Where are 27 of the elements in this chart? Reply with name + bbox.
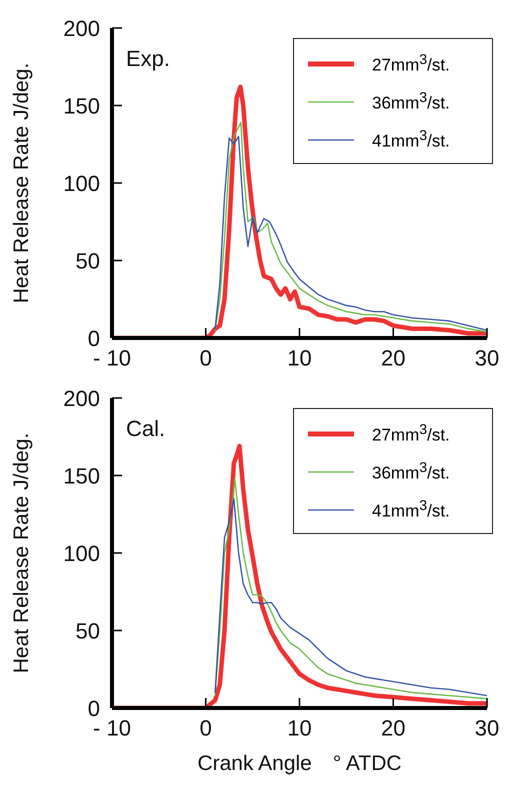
y-axis-title: Heat Release Rate J/deg. [10, 62, 33, 304]
x-tick-label: 0 [200, 716, 212, 741]
x-tick-label: 10 [287, 716, 312, 741]
y-tick-label: 200 [63, 386, 100, 411]
legend-label: 41mm$^{3}$/st. [372, 128, 450, 152]
x-axis-title: Crank Angle ° ATDC [197, 752, 402, 775]
x-tick-label: 30 [474, 346, 500, 371]
legend-label: 27mm$^{3}$/st. [372, 52, 450, 76]
x-tick-label: 0 [200, 346, 212, 371]
y-tick-label: 150 [63, 93, 100, 118]
annotation: Cal. [126, 416, 166, 442]
y-axis-title: Heat Release Rate J/deg. [10, 432, 33, 674]
legend-label: 27mm$^{3}$/st. [372, 422, 450, 446]
x-tick-label: 20 [381, 346, 406, 371]
y-tick-label: 150 [63, 463, 100, 488]
annotation: Exp. [126, 46, 170, 72]
x-tick-label: 30 [474, 716, 500, 741]
y-tick-label: 50 [76, 248, 100, 274]
x-tick-label: 20 [381, 716, 406, 741]
legend-label: 36mm$^{3}$/st. [372, 90, 450, 114]
legend-label: 41mm$^{3}$/st. [372, 498, 450, 522]
y-tick-label: 100 [63, 170, 100, 196]
y-tick-label: 100 [63, 540, 100, 566]
x-tick-label: 10 [287, 346, 312, 371]
legend-label: 36mm$^{3}$/st. [372, 460, 450, 484]
y-tick-label: 200 [63, 16, 100, 41]
y-tick-label: 50 [76, 618, 100, 644]
